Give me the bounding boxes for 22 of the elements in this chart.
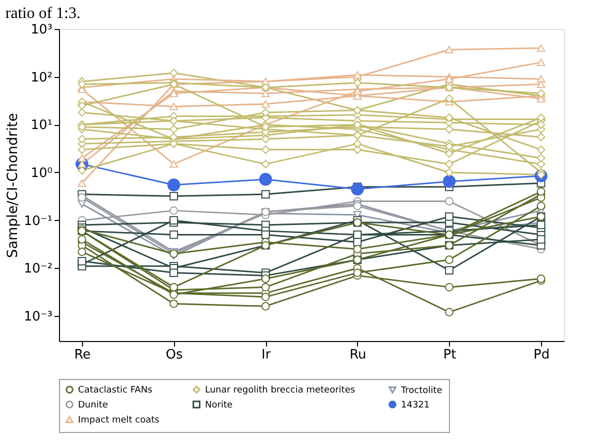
y-tick-label: 10²	[30, 70, 52, 86]
y-tick-label: 10⁻³	[24, 309, 52, 324]
y-axis-title: Sample/CI-Chondrite	[4, 113, 21, 258]
y-tick-label: 10⁰	[30, 166, 52, 181]
y-tick-label: 10⁻²	[24, 262, 52, 277]
legend-label: Lunar regolith breccia meteorites	[205, 386, 356, 396]
x-tick-label: Pt	[443, 348, 456, 362]
legend-label: Cataclastic FANs	[78, 386, 153, 396]
x-tick-label: Re	[74, 348, 91, 362]
x-tick-label: Pd	[534, 348, 550, 362]
legend-label: Troctolite	[400, 386, 443, 396]
text: ratio of 1:3.	[5, 5, 80, 22]
x-tick-label: Os	[166, 348, 183, 362]
legend-label: 14321	[401, 400, 430, 410]
legend-label: Dunite	[78, 400, 108, 410]
legend-label: Norite	[205, 400, 233, 410]
y-tick-label: 10³	[30, 22, 52, 38]
legend-label: Impact melt coats	[78, 416, 160, 426]
x-tick-label: Ir	[261, 348, 272, 362]
y-tick-label: 10⁻¹	[24, 214, 52, 229]
x-tick-label: Ru	[350, 348, 366, 362]
y-tick-label: 10¹	[30, 118, 52, 134]
